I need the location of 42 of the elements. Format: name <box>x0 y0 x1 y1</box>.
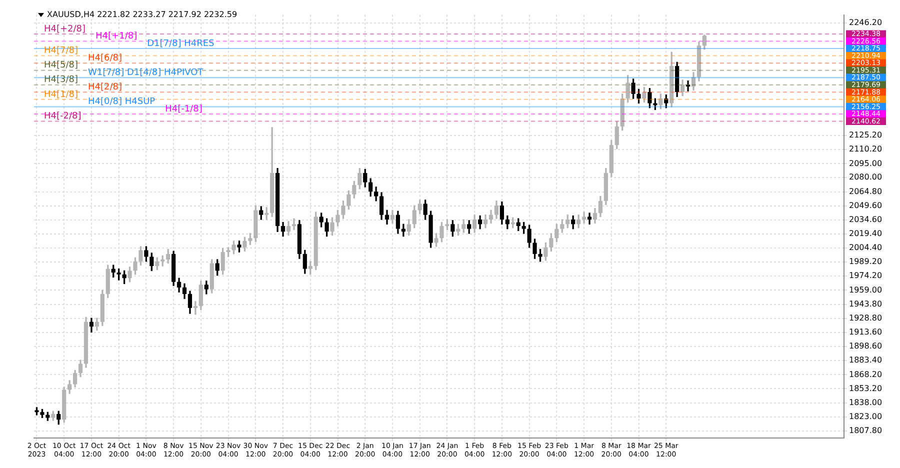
ref-line-label: H4[2/8] <box>88 82 122 92</box>
chart-title: XAUUSD,H4 2221.82 2233.27 2217.92 2232.59 <box>47 10 238 19</box>
candlestick <box>587 212 592 225</box>
y-tick-label: 2095.00 <box>849 158 882 168</box>
y-tick-label: 2034.60 <box>849 214 882 224</box>
ref-line-label: D1[7/8] H4RES <box>147 38 215 49</box>
ref-line-label: H4[-1/8] <box>165 104 202 114</box>
y-tick-label: 1913.60 <box>849 328 882 337</box>
ref-line-label: H4[6/8] <box>88 53 122 64</box>
candlestick <box>582 212 586 224</box>
y-tick-label: 1959.00 <box>849 285 882 294</box>
y-tick-label: 2246.20 <box>849 18 882 28</box>
y-tick-label: 1974.20 <box>849 271 882 280</box>
y-tick-label: 1928.80 <box>849 313 882 322</box>
ref-line-label: H4[+1/8] <box>96 32 138 42</box>
y-tick-label: 2004.40 <box>849 243 882 252</box>
y-tick-label: 2064.80 <box>849 186 882 196</box>
ref-line-label: H4[0/8] H4SUP <box>88 97 156 108</box>
y-tick-label: 1853.20 <box>849 384 882 393</box>
y-tick-label: 2080.00 <box>849 172 882 182</box>
y-tick-label: 1807.80 <box>849 426 882 436</box>
y-tick-label: 2125.20 <box>849 130 882 140</box>
y-tick-label: 1868.20 <box>849 370 882 379</box>
y-tick-label: 1898.60 <box>849 342 882 351</box>
ref-line-label: H4[-2/8] <box>44 112 82 122</box>
y-tick-label: 1823.00 <box>849 412 882 421</box>
candlestick <box>193 301 198 315</box>
y-tick-label: 1989.20 <box>849 257 882 266</box>
ref-line-label: W1[7/8] D1[4/8] H4PIVOT <box>88 68 204 78</box>
ref-line-label: H4[3/8] <box>44 75 78 86</box>
y-tick-label: 2049.60 <box>849 201 882 210</box>
y-tick-label: 2110.20 <box>849 144 882 154</box>
ref-line-label: H4[+2/8] <box>44 24 86 34</box>
y-tick-label: 1943.80 <box>849 299 882 308</box>
y-tick-label: 1883.40 <box>849 356 882 365</box>
ref-line-label: H4[1/8] <box>44 90 78 100</box>
y-tick-label: 1838.00 <box>849 398 882 407</box>
y-tick-label: 2019.40 <box>849 229 882 238</box>
candlestick <box>292 218 296 230</box>
candlestick <box>686 80 690 92</box>
ref-line-label: H4[5/8] <box>44 60 78 71</box>
ref-line-label: H4[7/8] <box>44 46 78 56</box>
